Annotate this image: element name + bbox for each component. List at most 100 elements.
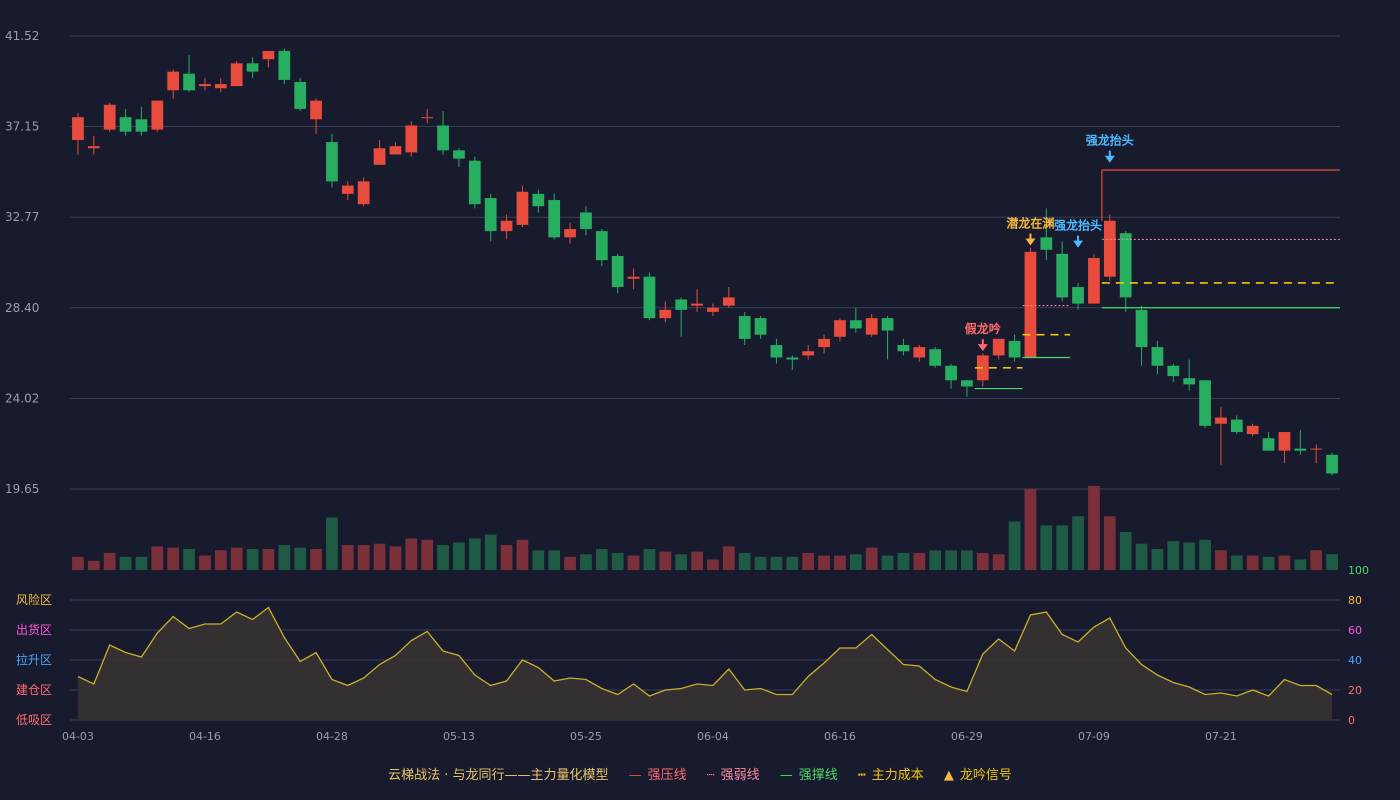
candle-body [1215, 417, 1227, 424]
x-axis: 04-03 04-16 04-28 05-13 05-25 06-04 06-16 06-29… [62, 730, 1237, 743]
signal-raise-dragon-label: 强龙抬头 [1086, 133, 1134, 148]
candle-body [786, 357, 799, 360]
volume-bar [278, 545, 291, 570]
candle-body [1167, 365, 1180, 377]
grid [70, 35, 1340, 490]
candle-body [199, 84, 211, 87]
candle-body [1024, 251, 1037, 358]
candle-body [691, 303, 703, 306]
candle-body [1246, 425, 1259, 435]
candle-body [627, 276, 640, 279]
x-tick-label: 06-04 [697, 730, 729, 743]
volume-bar [389, 546, 402, 570]
candle-body [754, 318, 767, 335]
price-tick-label: 19.65 [5, 482, 39, 496]
volume-bar [992, 554, 1005, 570]
volume-bar [1262, 556, 1275, 570]
signal-hidden-dragon-label: 潜龙在渊 [1006, 216, 1054, 231]
volume-bar [786, 556, 799, 570]
candle-body [865, 318, 878, 335]
indicator-line [77, 606, 1333, 697]
candle-body [738, 316, 751, 339]
candle-body [1008, 340, 1021, 358]
volume-bar [341, 545, 354, 570]
volume-bar [707, 559, 719, 570]
volume-bar [373, 543, 386, 570]
candle-body [1072, 287, 1084, 304]
candle-body [1262, 438, 1275, 451]
candles [72, 48, 1338, 476]
volume-bar [310, 549, 322, 570]
volume-bar [1310, 550, 1323, 570]
volume-bar [1151, 549, 1164, 570]
volume-bar [246, 549, 259, 570]
pressure-line-icon: — [628, 768, 642, 783]
volume-bar [976, 552, 989, 570]
indicator-tick-label: 0 [1348, 714, 1355, 727]
volume-bar [722, 546, 735, 570]
zone-label: 低吸区 [16, 713, 52, 727]
volume-bar [865, 547, 878, 570]
x-tick-label: 07-09 [1078, 730, 1110, 743]
candle-body [1088, 258, 1100, 304]
candle-body [151, 100, 164, 130]
x-tick-label: 04-28 [316, 730, 348, 743]
legend: 云梯战法 · 与龙同行——主力量化模型 — 强压线 ┈ 强弱线 — 强撑线 ┅ 主力成本… [0, 764, 1400, 788]
support-line-icon: — [779, 768, 793, 783]
volume-bar [818, 555, 830, 570]
candle-body [945, 365, 957, 381]
candle-body [230, 63, 243, 87]
candle-body [913, 347, 926, 358]
candle-body [516, 191, 529, 225]
candle-body [167, 71, 180, 91]
candle-body [1230, 419, 1243, 433]
indicator-tick-label: 80 [1348, 594, 1362, 607]
candle-body [326, 142, 338, 182]
volume-bar [1024, 488, 1037, 570]
candle-body [87, 146, 100, 149]
volume-bar [183, 549, 195, 570]
volume-bar [230, 547, 243, 570]
volume-bar [834, 555, 846, 570]
candle-body [294, 81, 307, 109]
candle-body [1040, 237, 1053, 250]
legend-label: 强撑线 [798, 768, 838, 783]
volume-bar [1008, 521, 1021, 570]
volume-bar [484, 534, 497, 570]
indicator-tick-label: 60 [1348, 624, 1362, 637]
candle-body [484, 197, 497, 232]
candle-body [246, 63, 259, 72]
candle-body [897, 345, 910, 352]
legend-item-cost: ┅ 主力成本 [858, 764, 924, 783]
arrow-down-icon [1025, 238, 1036, 246]
volume-bar [564, 556, 576, 570]
candle-body [500, 220, 513, 232]
candle-body [421, 117, 434, 119]
zone-label: 拉升区 [16, 652, 52, 667]
indicator-tick-label: 40 [1348, 654, 1362, 667]
volume-bar [532, 550, 545, 570]
candle-body [1278, 432, 1291, 451]
x-tick-label: 05-13 [443, 730, 475, 743]
candle-body [675, 299, 688, 310]
legend-label: 龙吟信号 [959, 768, 1012, 783]
arrow-down-icon [1104, 155, 1115, 163]
x-tick-label: 04-16 [189, 730, 221, 743]
volume-bar [1119, 531, 1132, 570]
volume-bar [1326, 554, 1338, 570]
candle-body [341, 185, 354, 194]
legend-item-signal: ▲ 龙吟信号 [944, 764, 1012, 783]
price-tick-label: 28.40 [5, 301, 39, 315]
volume-bar [1103, 516, 1116, 570]
volume-bar [1040, 525, 1053, 570]
volume-bar [897, 552, 910, 570]
volume-bar [754, 556, 767, 570]
candle-body [1310, 448, 1323, 450]
candle-body [834, 320, 846, 337]
volume-bar [405, 538, 418, 570]
candle-body [357, 181, 370, 205]
volume-bar [580, 554, 592, 570]
triangle-icon: ▲ [943, 768, 954, 783]
